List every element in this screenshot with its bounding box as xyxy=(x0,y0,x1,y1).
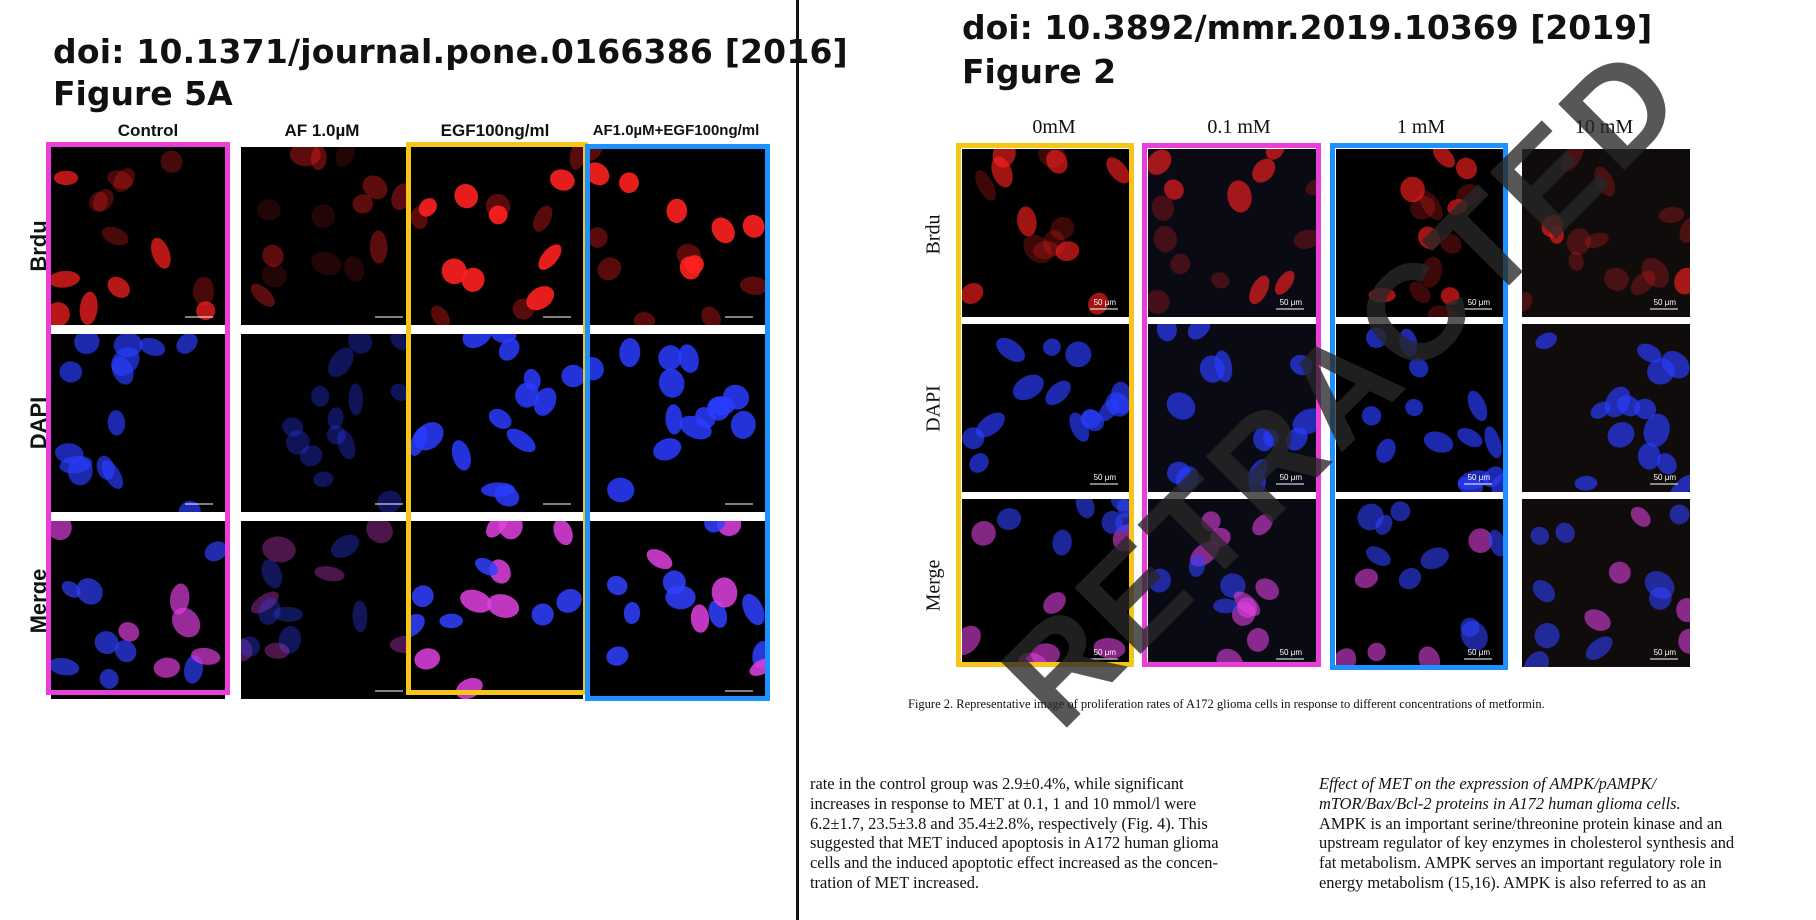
text-line: upstream regulator of key enzymes in cho… xyxy=(1319,833,1735,853)
right-col-0mm: 0mM xyxy=(1032,116,1076,138)
left-figure-label: Figure 5A xyxy=(53,74,233,113)
scale-bar-label: 50 μm xyxy=(1653,298,1676,307)
text-line: energy metabolism (15,16). AMPK is also … xyxy=(1319,872,1707,892)
scale-bar-label: 50 μm xyxy=(1279,298,1302,307)
text-line: suggested that MET induced apoptosis in … xyxy=(810,833,1219,853)
right-row-dapi: DAPI xyxy=(922,385,945,432)
micrograph-tile: 50 μm xyxy=(1522,149,1690,317)
micrograph-tile: 50 μm xyxy=(962,499,1130,667)
micrograph-tile xyxy=(411,521,583,699)
left-col-combo: AF1.0µM+EGF100ng/ml xyxy=(592,122,760,139)
section-heading-line: mTOR/Bax/Bcl-2 proteins in A172 human gl… xyxy=(1319,793,1681,813)
micrograph-tile: 50 μm xyxy=(1148,499,1316,667)
body-text-right: Effect of MET on the expression of AMPK/… xyxy=(1319,774,1806,893)
micrograph-tile xyxy=(411,147,583,325)
left-row-merge: Merge xyxy=(26,568,51,634)
right-row-brdu: Brdu xyxy=(922,214,945,255)
scale-bar-label: 50 μm xyxy=(1467,298,1490,307)
micrograph-tile xyxy=(51,147,225,325)
text-line: fat metabolism. AMPK serves an important… xyxy=(1319,853,1722,873)
scale-bar-label: 50 μm xyxy=(1093,648,1116,657)
right-col-10mm: 10 mM xyxy=(1574,116,1634,138)
scale-bar-label: 50 μm xyxy=(1279,473,1302,482)
scale-bar-label: 50 μm xyxy=(1093,473,1116,482)
left-row-dapi: DAPI xyxy=(26,396,51,450)
micrograph-tile: 50 μm xyxy=(1336,499,1504,667)
text-line: increases in response to MET at 0.1, 1 a… xyxy=(810,793,1197,813)
text-line: 6.2±1.7, 23.5±3.8 and 35.4±2.8%, respect… xyxy=(810,813,1208,833)
left-doi-title: doi: 10.1371/journal.pone.0166386 [2016] xyxy=(53,32,848,71)
micrograph-tile: 50 μm xyxy=(1522,499,1690,667)
micrograph-tile xyxy=(590,521,765,699)
right-doi-title: doi: 10.3892/mmr.2019.10369 [2019] xyxy=(962,8,1653,47)
micrograph-tile xyxy=(51,521,225,699)
micrograph-tile: 50 μm xyxy=(962,324,1130,492)
micrograph-tile: 50 μm xyxy=(1148,149,1316,317)
scale-bar-label: 50 μm xyxy=(1653,648,1676,657)
scale-bar-label: 50 μm xyxy=(1467,648,1490,657)
scale-bar-label: 50 μm xyxy=(1467,473,1490,482)
left-col-af: AF 1.0µM xyxy=(284,121,360,140)
micrograph-tile: 50 μm xyxy=(1148,324,1316,492)
micrograph-tile xyxy=(590,147,765,325)
micrograph-tile: 50 μm xyxy=(1522,324,1690,492)
scale-bar-label: 50 μm xyxy=(1279,648,1302,657)
right-col-0-1mm: 0.1 mM xyxy=(1207,116,1271,138)
micrograph-tile: 50 μm xyxy=(1336,149,1504,317)
text-line: tration of MET increased. xyxy=(810,872,980,892)
micrograph-tile xyxy=(241,334,415,512)
micrograph-tile: 50 μm xyxy=(962,149,1130,317)
micrograph-tile xyxy=(590,334,765,512)
text-line: AMPK is an important serine/threonine pr… xyxy=(1319,813,1723,833)
text-line: rate in the control group was 2.9±0.4%, … xyxy=(810,774,1184,793)
left-row-brdu: Brdu xyxy=(26,220,51,272)
right-row-merge: Merge xyxy=(922,559,945,612)
micrograph-tile xyxy=(411,334,583,512)
panel-divider xyxy=(796,0,799,920)
figure-caption: Figure 2. Representative image of prolif… xyxy=(908,697,1545,711)
body-text-left: rate in the control group was 2.9±0.4%, … xyxy=(810,774,1234,893)
scale-bar-label: 50 μm xyxy=(1653,473,1676,482)
text-line: cells and the induced apoptotic effect i… xyxy=(810,853,1218,873)
micrograph-tile xyxy=(241,147,415,325)
micrograph-tile xyxy=(51,334,225,512)
right-col-1mm: 1 mM xyxy=(1396,116,1446,138)
left-col-egf: EGF100ng/ml xyxy=(440,121,550,140)
micrograph-tile: 50 μm xyxy=(1336,324,1504,492)
scale-bar-label: 50 μm xyxy=(1093,298,1116,307)
micrograph-tile xyxy=(241,521,415,699)
section-heading-line: Effect of MET on the expression of AMPK/… xyxy=(1319,774,1657,793)
left-col-control: Control xyxy=(117,121,179,140)
right-figure-label: Figure 2 xyxy=(962,52,1117,91)
